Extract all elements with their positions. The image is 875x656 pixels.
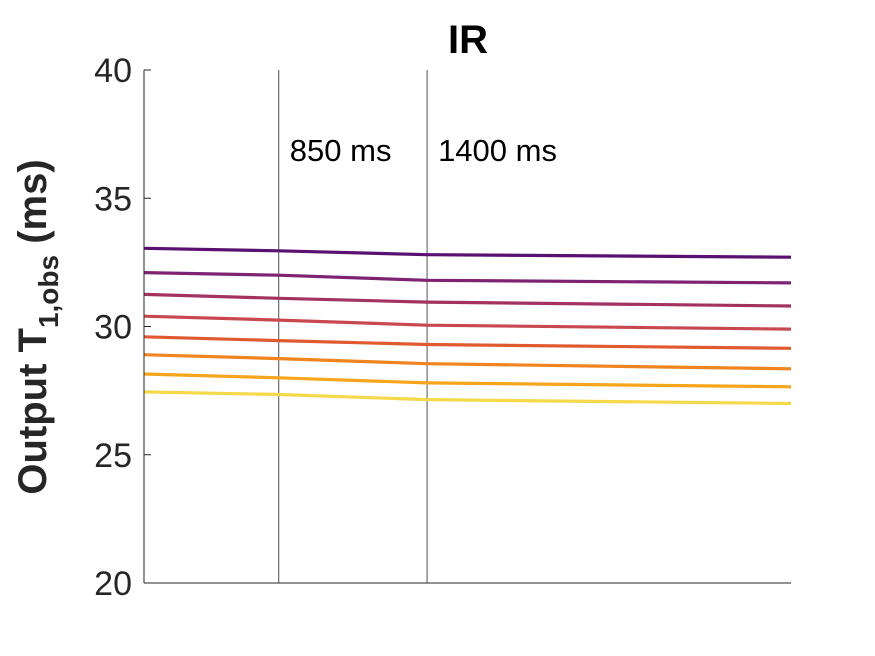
series-lines — [143, 246, 792, 406]
annotation-labels: 850 ms 1400 ms — [290, 133, 557, 168]
y-axis-label-unit: (ms) — [11, 159, 55, 255]
series-line-1 — [143, 271, 792, 285]
y-tick-label: 30 — [94, 309, 132, 347]
y-tick-label: 25 — [94, 437, 132, 475]
series-line-7 — [143, 390, 792, 406]
series-line-4 — [143, 335, 792, 350]
y-tick-label: 40 — [94, 52, 132, 90]
series-line-5 — [143, 353, 792, 371]
series-line-2 — [143, 292, 792, 308]
y-tick-label: 35 — [94, 180, 132, 218]
series-line-6 — [143, 372, 792, 389]
series-line-3 — [143, 314, 792, 331]
annotation-label-1: 1400 ms — [438, 133, 557, 168]
annotation-label-0: 850 ms — [290, 133, 392, 168]
chart-title: IR — [448, 18, 488, 62]
y-tick-labels: 20 25 30 35 40 — [94, 52, 151, 603]
y-axis-label-subscript: 1,obs — [33, 255, 64, 328]
series-line-0 — [143, 246, 792, 259]
y-axis-label: Output T1,obs (ms) — [11, 159, 64, 494]
y-axis-label-main: Output T — [11, 328, 55, 495]
y-tick-label: 20 — [94, 565, 132, 603]
